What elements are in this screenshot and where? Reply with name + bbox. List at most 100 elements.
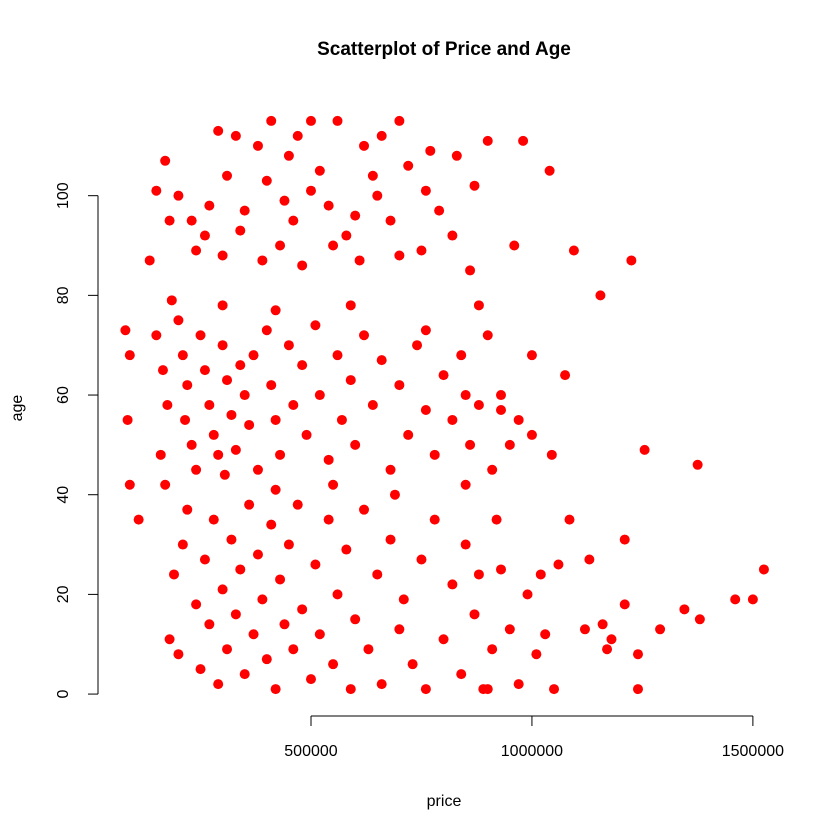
point	[350, 210, 361, 221]
point	[222, 170, 233, 181]
point	[328, 240, 339, 251]
point	[434, 205, 445, 216]
point	[412, 340, 423, 351]
point	[124, 479, 135, 490]
point	[164, 215, 175, 226]
point	[518, 135, 529, 146]
x-tick-label: 1500000	[722, 743, 784, 760]
point	[655, 624, 666, 635]
point	[166, 295, 177, 306]
point	[540, 629, 551, 640]
point	[144, 255, 155, 266]
y-axis-label: age	[9, 395, 26, 422]
point	[632, 649, 643, 660]
point	[332, 589, 343, 600]
point	[226, 534, 237, 545]
point	[345, 300, 356, 311]
point	[235, 360, 246, 371]
point	[438, 370, 449, 381]
point	[564, 514, 575, 525]
point	[305, 674, 316, 685]
point	[314, 165, 325, 176]
point	[297, 360, 308, 371]
point	[487, 644, 498, 655]
point	[162, 400, 173, 411]
point	[420, 325, 431, 336]
point	[191, 599, 202, 610]
point	[195, 664, 206, 675]
point	[204, 200, 215, 211]
point	[208, 429, 219, 440]
point	[398, 594, 409, 605]
point	[186, 439, 197, 450]
point	[546, 449, 557, 460]
point	[606, 634, 617, 645]
point	[385, 464, 396, 475]
point	[465, 439, 476, 450]
point	[429, 449, 440, 460]
point	[354, 255, 365, 266]
point	[151, 185, 162, 196]
point	[456, 350, 467, 361]
point	[217, 584, 228, 595]
point	[169, 569, 180, 580]
point	[323, 514, 334, 525]
point	[465, 265, 476, 276]
point	[595, 290, 606, 301]
point	[372, 190, 383, 201]
point	[526, 350, 537, 361]
point	[297, 260, 308, 271]
point	[270, 484, 281, 495]
point	[403, 429, 414, 440]
point	[504, 439, 515, 450]
point	[239, 205, 250, 216]
point	[535, 569, 546, 580]
point	[359, 504, 370, 515]
point	[350, 614, 361, 625]
point	[478, 684, 489, 695]
point	[332, 350, 343, 361]
y-tick-label: 0	[55, 690, 72, 699]
point	[160, 155, 171, 166]
point	[350, 439, 361, 450]
point	[219, 469, 230, 480]
point	[199, 230, 210, 241]
point	[332, 115, 343, 126]
point	[275, 449, 286, 460]
point	[376, 130, 387, 141]
point	[758, 564, 769, 575]
point	[266, 115, 277, 126]
point	[597, 619, 608, 630]
point	[513, 679, 524, 690]
point	[469, 180, 480, 191]
point	[279, 195, 290, 206]
point	[239, 390, 250, 401]
point	[336, 414, 347, 425]
point	[482, 330, 493, 341]
point	[496, 564, 507, 575]
point	[261, 325, 272, 336]
point	[204, 619, 215, 630]
point	[217, 300, 228, 311]
point	[305, 185, 316, 196]
point	[261, 175, 272, 186]
point	[226, 409, 237, 420]
point	[420, 185, 431, 196]
point	[173, 315, 184, 326]
y-tick-label: 100	[55, 182, 72, 209]
point	[473, 300, 484, 311]
point	[270, 305, 281, 316]
point	[275, 240, 286, 251]
chart-title: Scatterplot of Price and Age	[317, 39, 571, 60]
point	[376, 355, 387, 366]
point	[367, 400, 378, 411]
point	[425, 145, 436, 156]
point	[447, 579, 458, 590]
point	[504, 624, 515, 635]
point	[310, 320, 321, 331]
point	[460, 390, 471, 401]
point	[619, 534, 630, 545]
point	[584, 554, 595, 565]
point	[177, 539, 188, 550]
point	[173, 190, 184, 201]
